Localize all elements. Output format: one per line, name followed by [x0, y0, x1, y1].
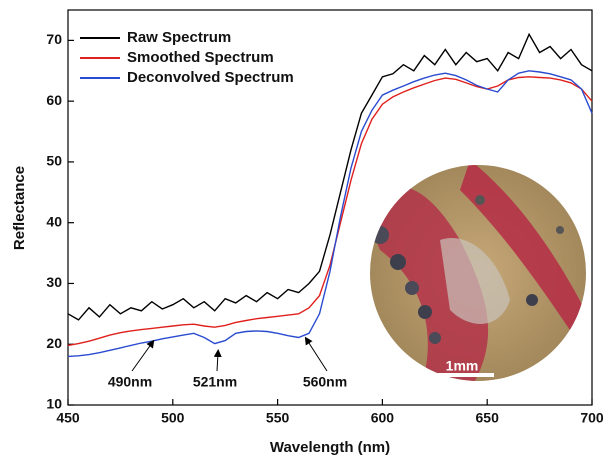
- x-tick-label: 450: [56, 410, 80, 426]
- y-axis-label: Reflectance: [11, 166, 28, 250]
- inset-label: 1mm: [446, 358, 479, 374]
- x-tick-label: 700: [580, 410, 603, 426]
- plot-frame: [67, 9, 593, 406]
- legend-label: Raw Spectrum: [127, 29, 231, 46]
- legend-label: Smoothed Spectrum: [127, 49, 274, 66]
- annotation-arrow: [304, 336, 328, 372]
- y-tick-label: 30: [46, 274, 62, 290]
- x-axis-label: Wavelength (nm): [270, 439, 390, 456]
- y-tick-label: 50: [46, 153, 62, 169]
- annotation: 560nm: [303, 374, 347, 390]
- x-tick-label: 650: [476, 410, 500, 426]
- annotation-arrow: [131, 339, 155, 372]
- inset-photo: [370, 165, 586, 381]
- annotation: 521nm: [193, 374, 237, 390]
- series-line: [67, 32, 593, 321]
- x-tick-label: 600: [371, 410, 395, 426]
- y-tick-label: 60: [46, 92, 62, 108]
- annotation: 490nm: [108, 374, 152, 390]
- y-tick-label: 10: [46, 396, 62, 412]
- x-tick-label: 550: [266, 410, 290, 426]
- annotation-arrow: [213, 349, 222, 372]
- y-tick-label: 20: [46, 335, 62, 351]
- x-tick-label: 500: [161, 410, 185, 426]
- y-tick-label: 70: [46, 31, 62, 47]
- y-tick-label: 40: [46, 213, 62, 229]
- legend-label: Deconvolved Spectrum: [127, 69, 294, 86]
- series-line: [67, 70, 593, 358]
- series-line: [67, 76, 593, 347]
